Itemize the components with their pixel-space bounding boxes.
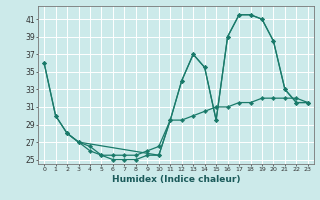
X-axis label: Humidex (Indice chaleur): Humidex (Indice chaleur) xyxy=(112,175,240,184)
